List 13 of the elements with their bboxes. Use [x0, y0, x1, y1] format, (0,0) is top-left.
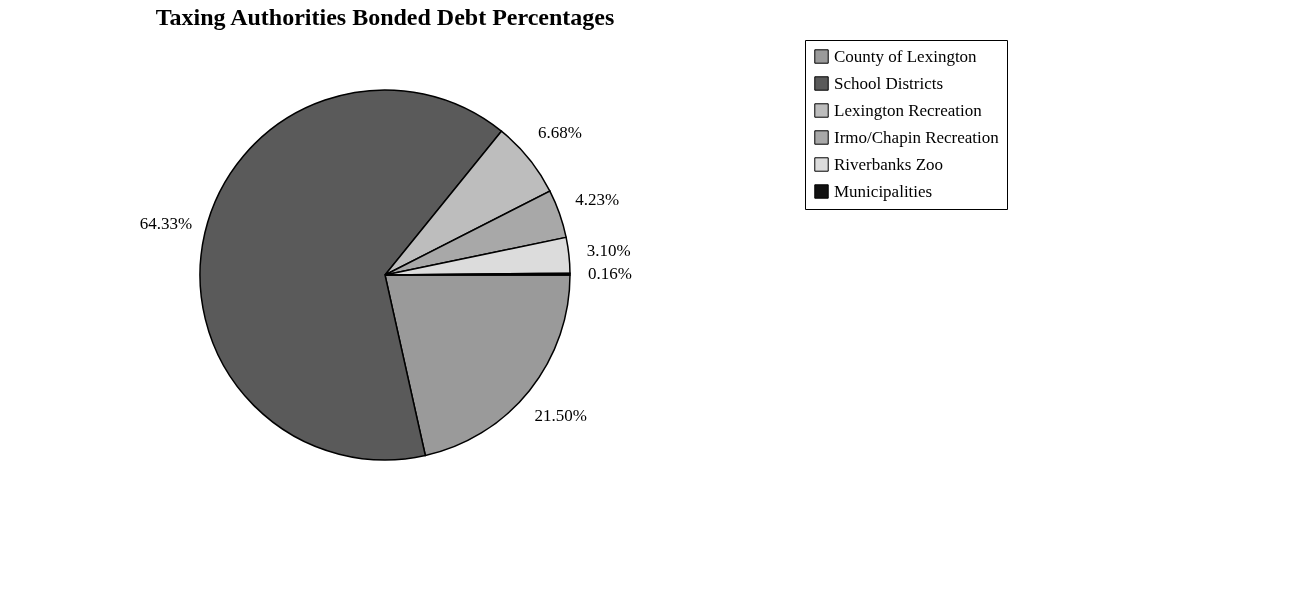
legend-label: School Districts: [834, 73, 944, 93]
legend-label: Riverbanks Zoo: [834, 154, 944, 174]
chart-title: Taxing Authorities Bonded Debt Percentages: [155, 3, 615, 30]
legend-label: County of Lexington: [834, 46, 978, 66]
data-label: 6.68%: [537, 123, 582, 143]
data-label: 64.33%: [139, 213, 193, 233]
data-label: 21.50%: [534, 405, 587, 425]
data-label: 0.16%: [588, 263, 632, 283]
legend-label: Irmo/Chapin Recreation: [834, 127, 1000, 147]
legend-label: Lexington Recreation: [834, 100, 983, 120]
data-label: 4.23%: [575, 190, 620, 210]
data-label: 3.10%: [586, 240, 631, 260]
legend-label: Municipalities: [834, 181, 933, 201]
